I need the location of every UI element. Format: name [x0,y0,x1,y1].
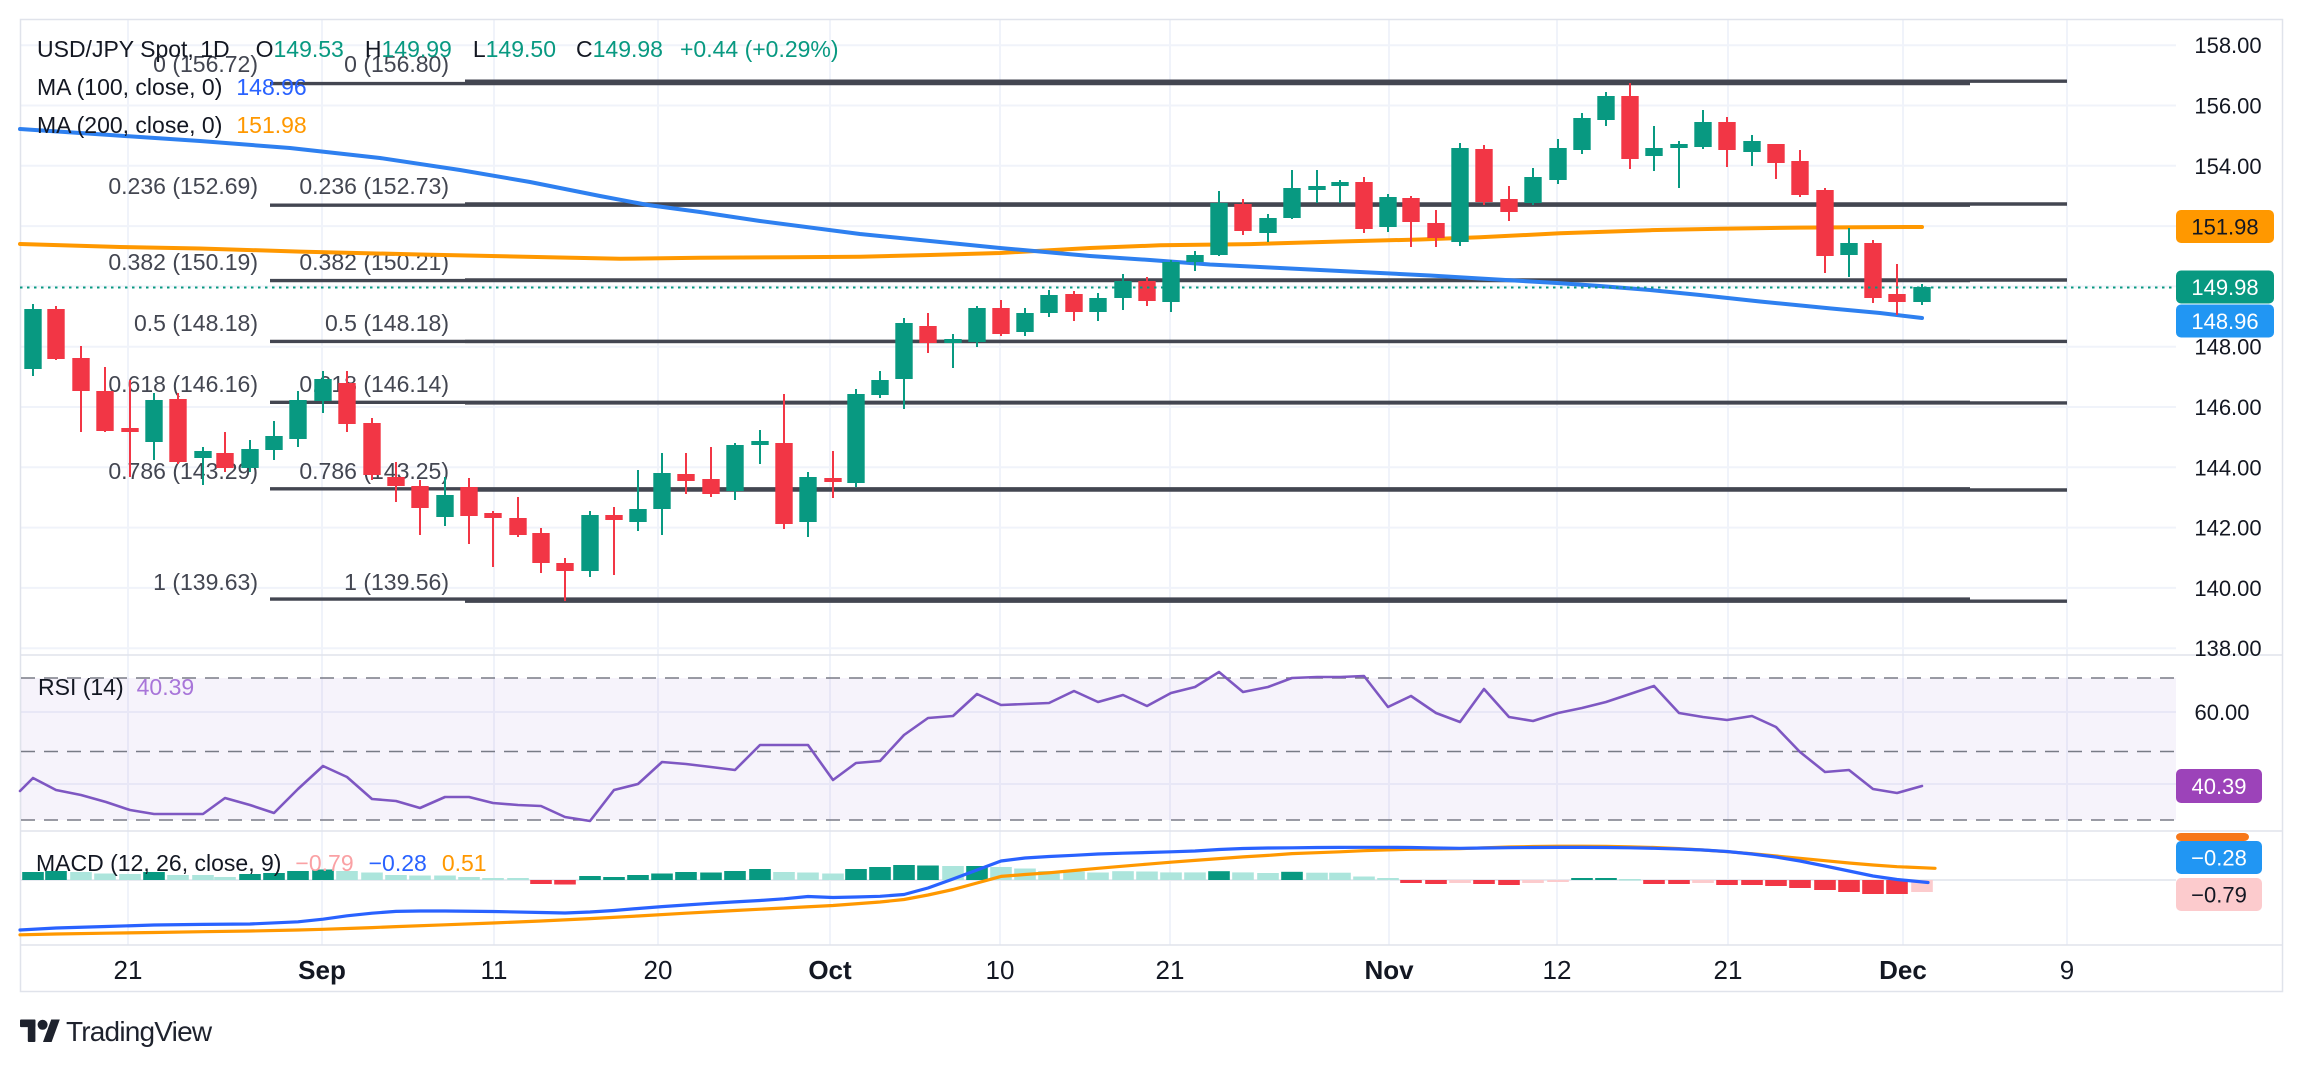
svg-text:Dec: Dec [1879,955,1927,985]
svg-text:0 (156.72): 0 (156.72) [153,51,258,77]
svg-text:154.00: 154.00 [2194,154,2261,179]
svg-text:11: 11 [481,955,508,985]
svg-text:0.5 (148.18): 0.5 (148.18) [325,310,449,336]
svg-text:40.39: 40.39 [2191,774,2246,799]
svg-text:21: 21 [114,955,143,985]
svg-text:12: 12 [1543,955,1572,985]
svg-text:0.236 (152.73): 0.236 (152.73) [299,173,449,199]
svg-text:21: 21 [1156,955,1185,985]
svg-text:138.00: 138.00 [2194,636,2261,661]
svg-text:MACD (12, 26, close, 9)−0.79−0: MACD (12, 26, close, 9) −0.79 −0.28 0.51 [36,850,487,876]
svg-text:Sep: Sep [298,955,346,985]
svg-text:0.618 (146.16): 0.618 (146.16) [108,371,258,397]
svg-text:10: 10 [986,955,1015,985]
svg-text:144.00: 144.00 [2194,455,2261,480]
svg-text:0.236 (152.69): 0.236 (152.69) [108,173,258,199]
svg-text:140.00: 140.00 [2194,576,2261,601]
svg-text:Nov: Nov [1364,955,1414,985]
svg-text:156.00: 156.00 [2194,94,2261,119]
svg-text:−0.28: −0.28 [2191,846,2247,871]
svg-text:MA (100, close, 0)148.96: MA (100, close, 0) 148.96 [37,74,307,100]
svg-text:1 (139.56): 1 (139.56) [344,569,449,595]
svg-text:RSI (14)40.39: RSI (14) 40.39 [38,674,194,700]
svg-text:146.00: 146.00 [2194,395,2261,420]
svg-text:20: 20 [644,955,673,985]
svg-text:0.382 (150.19): 0.382 (150.19) [108,249,258,275]
svg-text:158.00: 158.00 [2194,33,2261,58]
svg-text:Oct: Oct [808,955,852,985]
svg-text:TradingView: TradingView [66,1016,213,1047]
svg-text:0 (156.80): 0 (156.80) [344,51,449,77]
svg-text:−0.79: −0.79 [2191,883,2247,908]
svg-text:142.00: 142.00 [2194,516,2261,541]
svg-text:9: 9 [2060,955,2074,985]
svg-text:21: 21 [1714,955,1743,985]
svg-text:149.98: 149.98 [2191,275,2258,300]
svg-text:151.98: 151.98 [2191,215,2258,240]
svg-text:148.96: 148.96 [2191,309,2258,334]
svg-text:1 (139.63): 1 (139.63) [153,569,258,595]
svg-text:60.00: 60.00 [2194,700,2249,725]
svg-text:0.5 (148.18): 0.5 (148.18) [134,310,258,336]
svg-text:148.00: 148.00 [2194,335,2261,360]
svg-text:MA (200, close, 0)151.98: MA (200, close, 0) 151.98 [37,112,307,138]
